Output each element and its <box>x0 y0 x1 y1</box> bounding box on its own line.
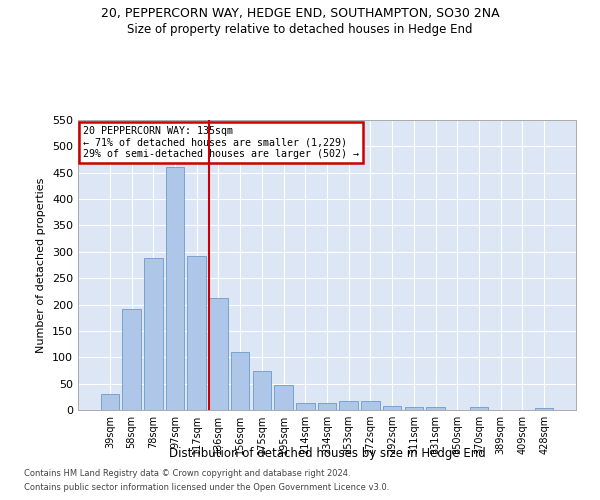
Bar <box>361 400 380 410</box>
Bar <box>166 168 184 410</box>
Text: 20, PEPPERCORN WAY, HEDGE END, SOUTHAMPTON, SO30 2NA: 20, PEPPERCORN WAY, HEDGE END, SOUTHAMPT… <box>101 8 499 20</box>
Bar <box>209 298 227 410</box>
Text: Contains HM Land Registry data © Crown copyright and database right 2024.: Contains HM Land Registry data © Crown c… <box>24 468 350 477</box>
Bar <box>535 408 553 410</box>
Text: Distribution of detached houses by size in Hedge End: Distribution of detached houses by size … <box>169 448 485 460</box>
Bar <box>340 400 358 410</box>
Bar <box>187 256 206 410</box>
Bar <box>470 408 488 410</box>
Y-axis label: Number of detached properties: Number of detached properties <box>37 178 46 352</box>
Bar <box>383 406 401 410</box>
Text: Size of property relative to detached houses in Hedge End: Size of property relative to detached ho… <box>127 22 473 36</box>
Bar <box>253 371 271 410</box>
Bar <box>101 394 119 410</box>
Bar <box>274 384 293 410</box>
Bar <box>144 258 163 410</box>
Bar <box>404 408 423 410</box>
Bar <box>427 408 445 410</box>
Text: Contains public sector information licensed under the Open Government Licence v3: Contains public sector information licen… <box>24 484 389 492</box>
Text: 20 PEPPERCORN WAY: 135sqm
← 71% of detached houses are smaller (1,229)
29% of se: 20 PEPPERCORN WAY: 135sqm ← 71% of detac… <box>83 126 359 159</box>
Bar <box>318 403 336 410</box>
Bar <box>296 403 314 410</box>
Bar <box>122 309 141 410</box>
Bar <box>231 352 250 410</box>
